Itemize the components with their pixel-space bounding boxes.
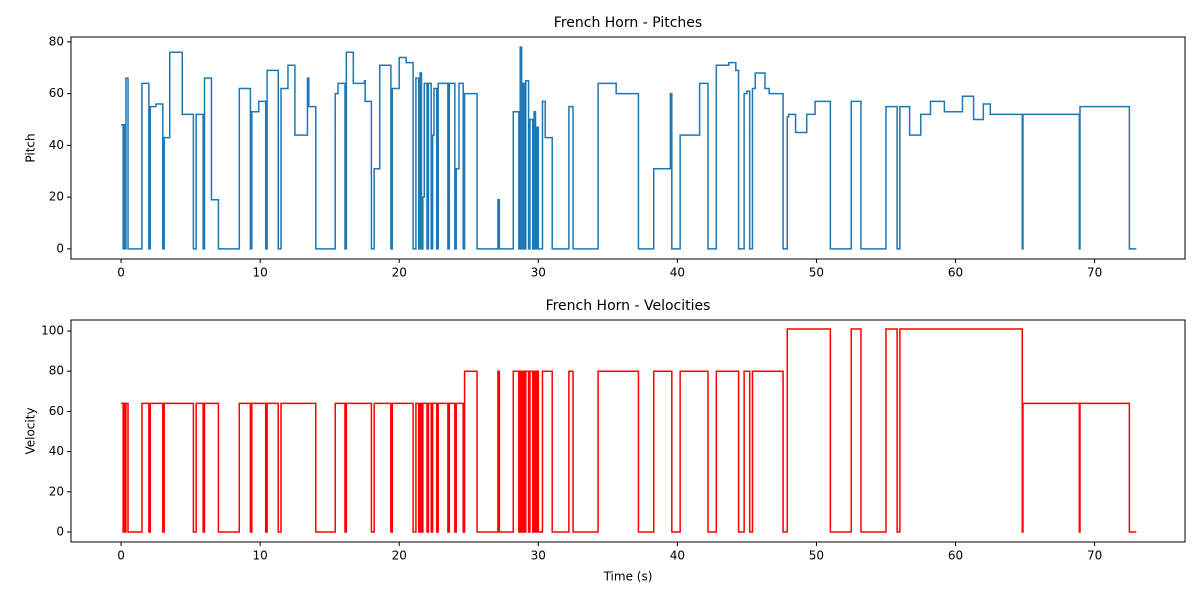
x-tick-label: 30	[531, 266, 546, 280]
axes-frame	[70, 319, 1186, 543]
y-tick-label: 0	[56, 241, 64, 255]
x-tick-label: 10	[253, 549, 268, 563]
x-tick-label: 0	[117, 266, 125, 280]
x-tick-label: 70	[1087, 266, 1102, 280]
y-tick-label: 40	[49, 444, 64, 458]
y-tick-label: 60	[49, 404, 64, 418]
x-tick-label: 30	[531, 549, 546, 563]
x-tick-label: 40	[670, 549, 685, 563]
y-tick-label: 40	[49, 138, 64, 152]
subplot-title: French Horn - Pitches	[554, 15, 702, 31]
y-tick-label: 20	[49, 190, 64, 204]
x-axis-label: Time (s)	[603, 570, 653, 584]
x-tick-label: 40	[670, 266, 685, 280]
x-tick-label: 60	[948, 266, 963, 280]
y-tick-label: 60	[49, 86, 64, 100]
y-tick-label: 100	[41, 324, 64, 338]
y-tick-label: 20	[49, 484, 64, 498]
y-axis-label: Velocity	[24, 407, 38, 454]
x-tick-label: 70	[1087, 549, 1102, 563]
step-line	[121, 46, 1137, 250]
x-tick-label: 60	[948, 549, 963, 563]
y-axis-label: Pitch	[24, 133, 38, 162]
axes-frame	[70, 36, 1186, 260]
x-tick-label: 10	[253, 266, 268, 280]
x-tick-label: 50	[809, 266, 824, 280]
x-tick-label: 50	[809, 549, 824, 563]
subplot-title: French Horn - Velocities	[546, 298, 711, 314]
x-tick-label: 20	[392, 266, 407, 280]
x-tick-label: 20	[392, 549, 407, 563]
y-tick-label: 80	[49, 34, 64, 48]
step-line	[121, 328, 1137, 533]
y-tick-label: 0	[56, 524, 64, 538]
x-tick-label: 0	[117, 549, 125, 563]
y-tick-label: 80	[49, 364, 64, 378]
